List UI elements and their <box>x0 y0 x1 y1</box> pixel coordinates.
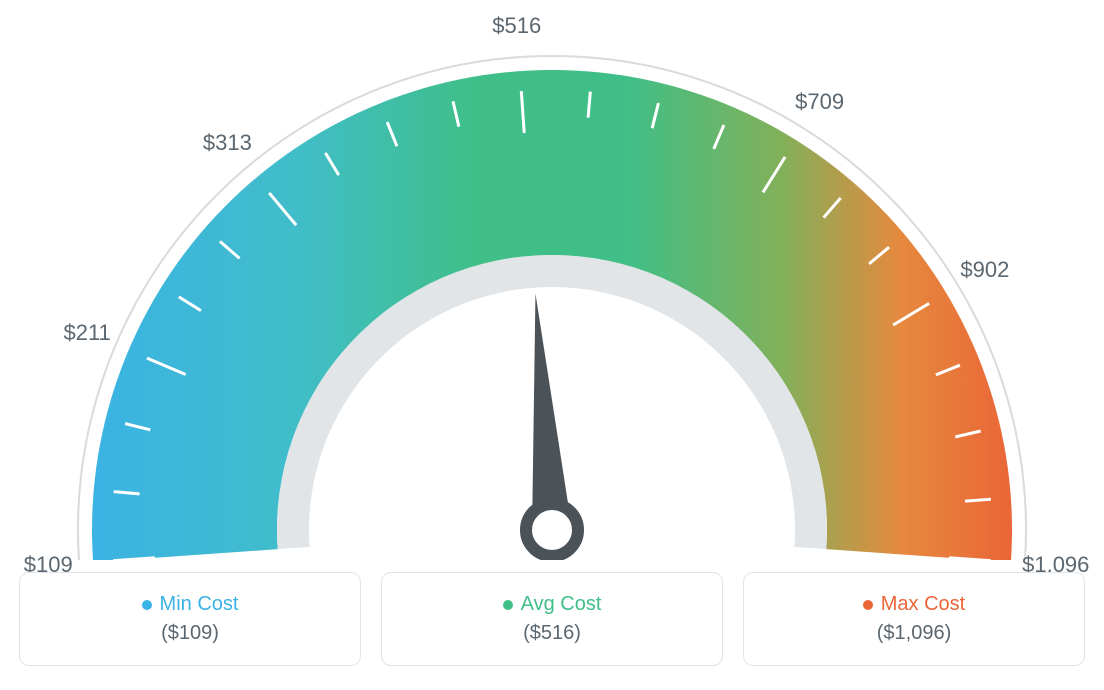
legend-card-avg: Avg Cost ($516) <box>381 572 723 666</box>
gauge-tick-label: $709 <box>795 89 844 115</box>
legend-title-wrap: Max Cost <box>863 593 965 616</box>
legend-title-max: Max Cost <box>881 593 965 616</box>
gauge-tick-label: $902 <box>960 257 1009 283</box>
legend-card-min: Min Cost ($109) <box>19 572 361 666</box>
legend-value-avg: ($516) <box>523 622 581 645</box>
gauge-svg <box>0 0 1104 560</box>
gauge-area: $109$211$313$516$709$902$1,096 <box>0 0 1104 560</box>
legend-dot-avg <box>503 600 513 610</box>
legend-title-wrap: Avg Cost <box>503 593 602 616</box>
gauge-tick-label: $211 <box>63 320 110 346</box>
legend-card-max: Max Cost ($1,096) <box>743 572 1085 666</box>
gauge-chart-container: $109$211$313$516$709$902$1,096 Min Cost … <box>0 0 1104 690</box>
gauge-tick-label: $516 <box>492 13 541 39</box>
legend-value-min: ($109) <box>161 622 219 645</box>
legend-title-wrap: Min Cost <box>142 593 239 616</box>
legend-dot-min <box>142 600 152 610</box>
gauge-tick-label: $313 <box>203 130 252 156</box>
legend-value-max: ($1,096) <box>877 622 952 645</box>
legend-title-min: Min Cost <box>160 593 239 616</box>
legend-title-avg: Avg Cost <box>521 593 602 616</box>
legend-dot-max <box>863 600 873 610</box>
legend-row: Min Cost ($109) Avg Cost ($516) Max Cost… <box>0 572 1104 666</box>
